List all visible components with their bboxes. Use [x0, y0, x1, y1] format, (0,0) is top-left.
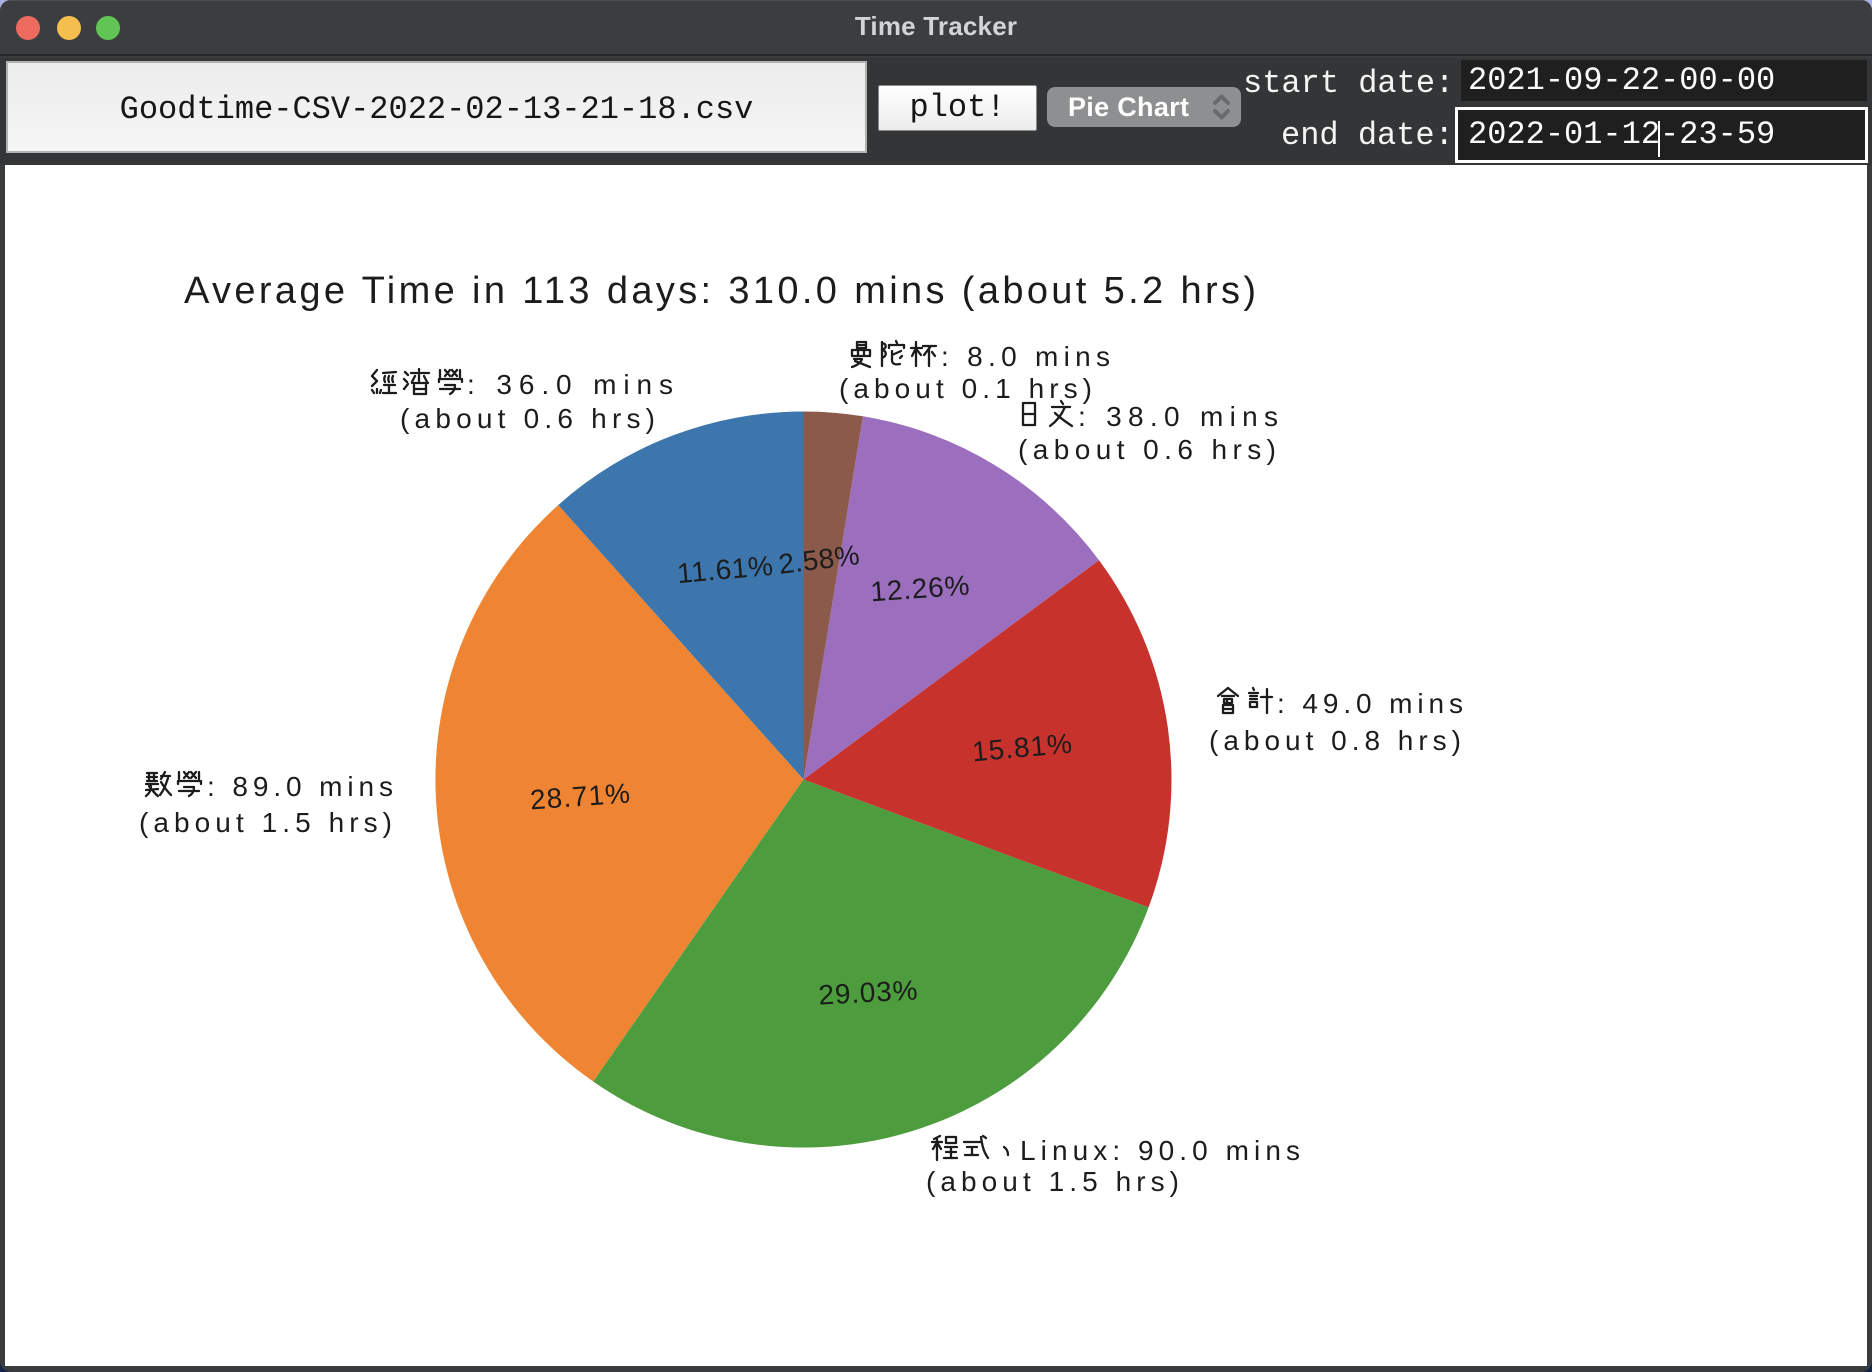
svg-text:12.26%: 12.26%: [869, 570, 970, 608]
svg-text:: 36.0 mins: : 36.0 mins: [467, 369, 673, 400]
svg-text:Average Time in 113 days: 310.: Average Time in 113 days: 310.0 mins (ab…: [184, 270, 1256, 312]
svg-text:(about 0.6 hrs): (about 0.6 hrs): [1018, 434, 1276, 465]
svg-text:: 49.0 mins: : 49.0 mins: [1277, 688, 1463, 719]
svg-text:Linux: 90.0 mins: Linux: 90.0 mins: [1020, 1135, 1300, 1166]
svg-text:: 8.0 mins: : 8.0 mins: [941, 341, 1110, 372]
svg-text:: 89.0 mins: : 89.0 mins: [207, 771, 393, 802]
svg-text:(about 0.1 hrs): (about 0.1 hrs): [839, 373, 1092, 404]
svg-text:(about 1.5 hrs): (about 1.5 hrs): [139, 807, 392, 838]
svg-text:(about 0.6 hrs): (about 0.6 hrs): [400, 403, 655, 434]
svg-text:29.03%: 29.03%: [818, 974, 918, 1010]
svg-text:28.71%: 28.71%: [529, 778, 631, 816]
svg-text:(about 1.5 hrs): (about 1.5 hrs): [926, 1166, 1179, 1197]
svg-text:(about 0.8 hrs): (about 0.8 hrs): [1209, 725, 1461, 756]
svg-text:: 38.0 mins: : 38.0 mins: [1078, 401, 1278, 432]
